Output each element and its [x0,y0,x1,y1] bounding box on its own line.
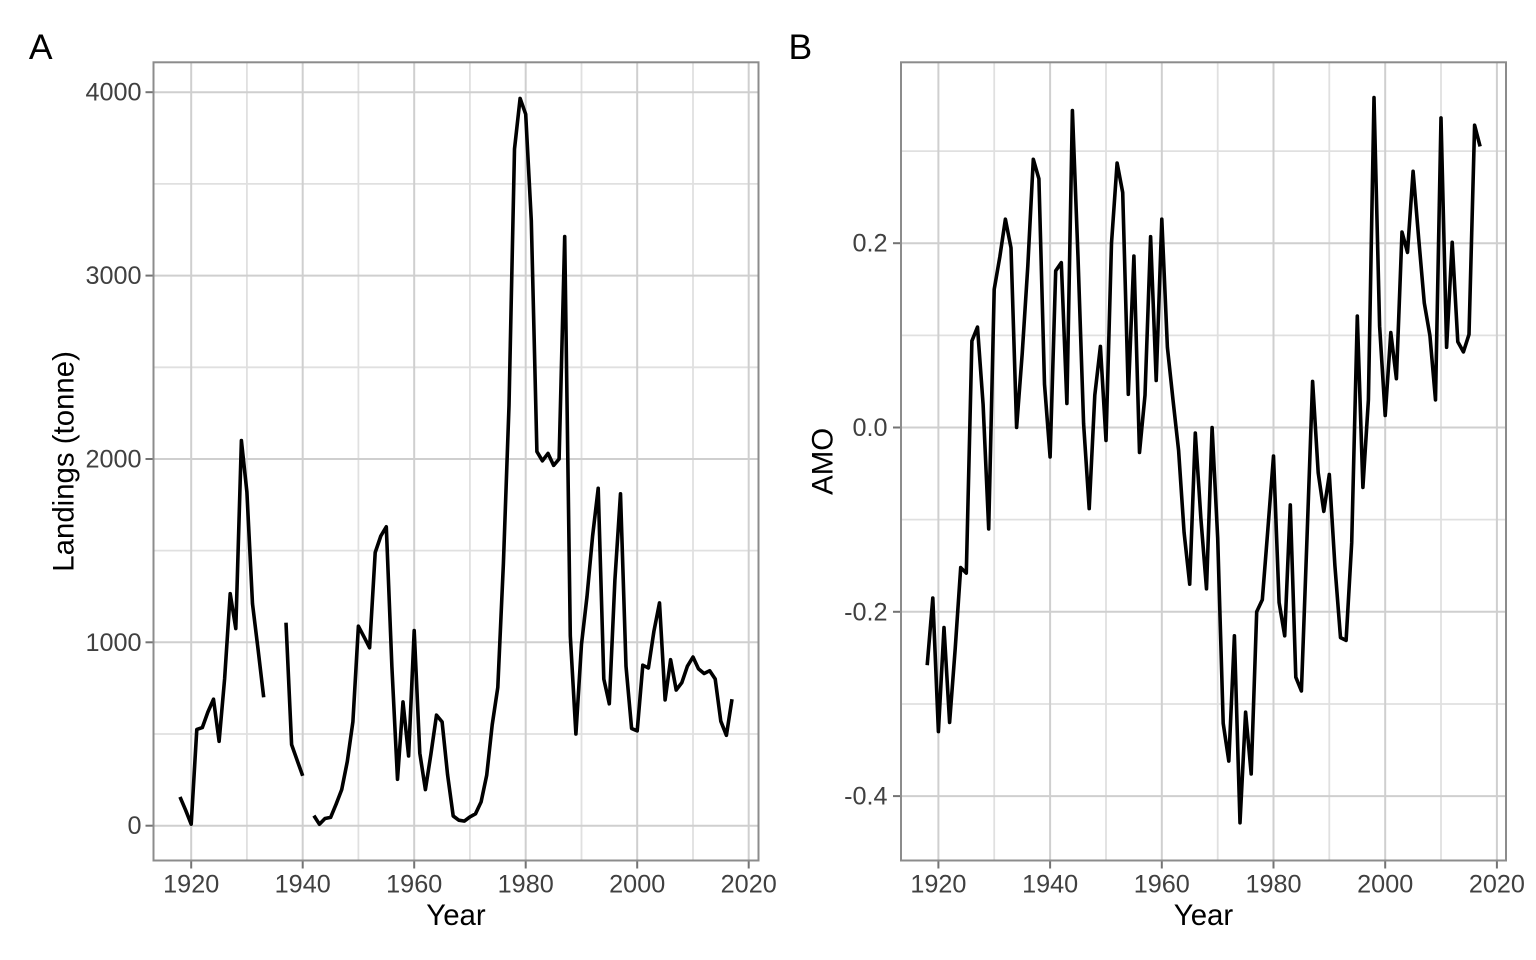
svg-text:1980: 1980 [1245,870,1301,898]
svg-text:2020: 2020 [721,870,777,898]
svg-text:1000: 1000 [85,629,141,657]
svg-text:B: B [789,27,813,67]
svg-text:Landings (tonne): Landings (tonne) [47,351,80,572]
svg-text:Year: Year [426,899,486,932]
svg-text:1960: 1960 [386,870,442,898]
svg-text:0.0: 0.0 [852,414,887,442]
svg-text:2000: 2000 [1357,870,1413,898]
svg-text:Year: Year [1174,899,1234,932]
svg-text:0.2: 0.2 [852,230,887,258]
svg-text:3000: 3000 [85,262,141,290]
svg-text:1920: 1920 [910,870,966,898]
svg-text:2020: 2020 [1469,870,1525,898]
svg-text:1960: 1960 [1134,870,1190,898]
svg-text:1980: 1980 [498,870,554,898]
svg-text:1920: 1920 [163,870,219,898]
svg-text:2000: 2000 [609,870,665,898]
svg-text:A: A [29,27,53,67]
svg-text:0: 0 [127,812,141,840]
svg-text:1940: 1940 [275,870,331,898]
svg-text:-0.2: -0.2 [844,598,887,626]
svg-text:4000: 4000 [85,79,141,107]
svg-text:-0.4: -0.4 [844,783,887,811]
svg-text:1940: 1940 [1022,870,1078,898]
svg-text:AMO: AMO [807,428,840,495]
svg-text:2000: 2000 [85,446,141,474]
